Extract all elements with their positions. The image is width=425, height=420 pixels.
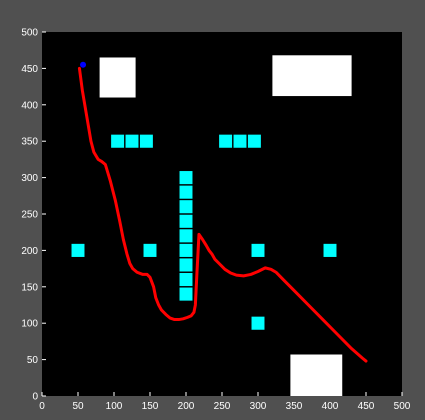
small-obstacle-20 <box>323 243 337 257</box>
x-axis: 0 50 100 150 200 250 300 350 400 450 500 <box>39 392 411 412</box>
y-tick-label: 200 <box>21 246 38 257</box>
y-tick-label: 350 <box>21 137 38 148</box>
small-obstacle-17 <box>247 134 261 148</box>
x-tick-label: 200 <box>178 401 195 412</box>
large-obstacle-1 <box>99 57 136 98</box>
x-tick-label: 500 <box>394 401 411 412</box>
small-obstacle-15 <box>219 134 233 148</box>
small-obstacle-13 <box>179 272 193 287</box>
y-tick-label: 50 <box>27 355 39 366</box>
x-tick-label: 50 <box>72 401 84 412</box>
small-obstacle-16 <box>233 134 247 148</box>
small-obstacle-3 <box>125 134 139 148</box>
y-tick-label: 250 <box>21 210 38 221</box>
small-obstacle-11 <box>179 243 193 257</box>
large-obstacle-3 <box>290 354 343 396</box>
small-obstacles <box>71 134 337 330</box>
x-tick-label: 450 <box>358 401 375 412</box>
y-tick-label: 450 <box>21 64 38 75</box>
x-tick-label: 300 <box>250 401 267 412</box>
small-obstacle-2 <box>111 134 125 148</box>
x-tick-label: 400 <box>322 401 339 412</box>
small-obstacle-18 <box>251 243 265 257</box>
small-obstacle-7 <box>179 185 193 199</box>
small-obstacle-19 <box>251 316 265 330</box>
y-axis: 0 50 100 150 200 250 300 350 400 450 500 <box>21 28 46 403</box>
x-tick-label: 350 <box>286 401 303 412</box>
small-obstacle-8 <box>179 200 193 214</box>
small-obstacle-10 <box>179 229 193 243</box>
small-obstacle-12 <box>179 258 193 272</box>
y-tick-label: 300 <box>21 173 38 184</box>
small-obstacle-14 <box>179 287 193 301</box>
x-tick-label: 100 <box>106 401 123 412</box>
y-tick-label: 0 <box>32 392 38 403</box>
large-obstacle-2 <box>272 55 352 97</box>
x-tick-label: 0 <box>39 401 45 412</box>
x-tick-label: 250 <box>214 401 231 412</box>
small-obstacle-4 <box>139 134 153 148</box>
start-point-marker <box>80 61 87 68</box>
small-obstacle-9 <box>179 214 193 228</box>
planned-path-line <box>77 66 368 363</box>
y-tick-label: 100 <box>21 319 38 330</box>
y-tick-label: 500 <box>21 28 38 39</box>
small-obstacle-1 <box>71 243 85 257</box>
small-obstacle-5 <box>143 243 157 257</box>
small-obstacle-6 <box>179 171 193 185</box>
y-tick-label: 150 <box>21 282 38 293</box>
large-obstacles <box>99 55 352 396</box>
x-tick-label: 150 <box>142 401 159 412</box>
y-tick-label: 400 <box>21 100 38 111</box>
